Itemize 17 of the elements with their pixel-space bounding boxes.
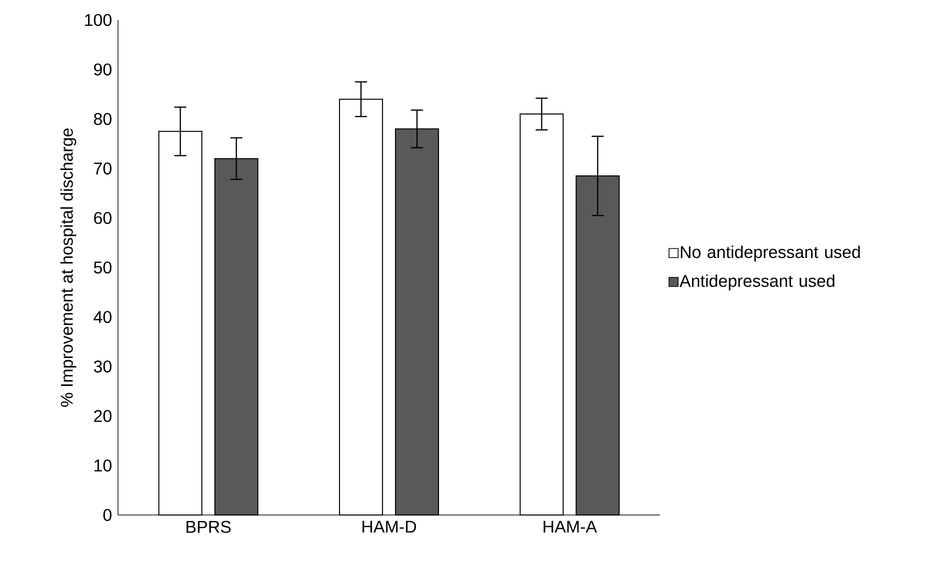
x-tick-label: HAM-A xyxy=(544,520,598,533)
y-tick-label: 50 xyxy=(94,261,112,274)
legend-label: Antidepressant used xyxy=(680,274,834,290)
legend-label: No antidepressant used xyxy=(680,246,860,262)
y-tick-label: 20 xyxy=(94,410,112,422)
y-tick-label: 60 xyxy=(94,212,112,224)
y-tick-label: 40 xyxy=(94,310,112,324)
y-tick-label: 80 xyxy=(94,112,112,126)
x-tick-label: BPRS xyxy=(186,520,231,533)
y-tick-label: 10 xyxy=(94,459,112,472)
y-tick-label: 0 xyxy=(103,508,112,522)
y-tick-label: 70 xyxy=(94,162,112,175)
x-tick-label: HAM-D xyxy=(362,520,416,533)
y-tick-label: 100 xyxy=(85,14,112,26)
y-tick-label: 90 xyxy=(94,63,112,76)
y-axis-title: % Improvement at hospital discharge xyxy=(60,128,76,407)
y-tick-label: 30 xyxy=(94,360,112,373)
